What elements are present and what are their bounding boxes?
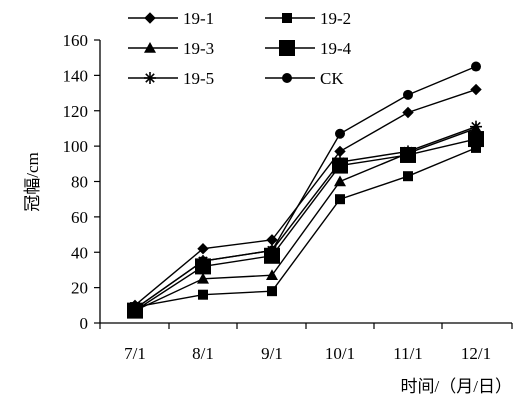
data-point bbox=[471, 61, 481, 72]
y-tick-label: 100 bbox=[63, 137, 89, 156]
y-tick-label: 60 bbox=[71, 208, 88, 227]
legend-marker bbox=[282, 73, 292, 83]
series-19-4 bbox=[127, 131, 484, 319]
x-tick-label: 11/1 bbox=[393, 344, 423, 363]
series-layer bbox=[127, 61, 484, 319]
x-axis-title: 时间/（月/日） bbox=[401, 377, 512, 396]
legend-marker bbox=[279, 40, 295, 56]
data-point bbox=[334, 156, 346, 169]
legend-label: 19-1 bbox=[183, 9, 214, 28]
legend-item: 19-5 bbox=[128, 69, 214, 88]
y-axis-title: 冠幅/cm bbox=[23, 152, 42, 212]
data-point bbox=[197, 272, 209, 284]
series-line bbox=[134, 88, 477, 306]
data-point bbox=[335, 194, 345, 205]
legend-label: 19-2 bbox=[320, 9, 351, 28]
y-tick-label: 0 bbox=[80, 314, 89, 333]
x-ticks: 7/1 8/1 9/1 10/1 11/1 12/1 bbox=[99, 323, 513, 363]
x-tick-label: 12/1 bbox=[461, 344, 491, 363]
x-tick-label: 8/1 bbox=[192, 344, 214, 363]
data-point bbox=[267, 245, 277, 256]
legend-item: CK bbox=[265, 69, 344, 88]
data-point bbox=[266, 269, 278, 281]
legend-marker bbox=[144, 72, 156, 84]
x-tick-label: 10/1 bbox=[325, 344, 355, 363]
legend-marker bbox=[144, 12, 156, 24]
data-point bbox=[470, 120, 482, 133]
legend-label: CK bbox=[320, 69, 344, 88]
legend: 19-1 19-2 19-3 19-4 19-5 CK bbox=[128, 9, 352, 88]
y-tick-label: 20 bbox=[71, 279, 88, 298]
legend-label: 19-4 bbox=[320, 39, 352, 58]
y-tick-label: 120 bbox=[63, 102, 89, 121]
data-point bbox=[335, 128, 345, 139]
x-tick-label: 7/1 bbox=[124, 344, 146, 363]
data-point bbox=[198, 289, 208, 300]
y-ticks: 0 20 40 60 80 100 120 140 160 bbox=[63, 31, 100, 333]
series-19-3 bbox=[129, 122, 482, 316]
y-tick-label: 140 bbox=[63, 66, 89, 85]
legend-label: 19-5 bbox=[183, 69, 214, 88]
series-line bbox=[134, 65, 477, 310]
legend-marker bbox=[144, 42, 156, 53]
legend-item: 19-2 bbox=[265, 9, 351, 28]
data-point bbox=[403, 171, 413, 182]
data-point bbox=[402, 145, 414, 158]
legend-marker bbox=[282, 13, 292, 23]
y-tick-label: 80 bbox=[71, 173, 88, 192]
data-point bbox=[197, 243, 209, 255]
y-tick-label: 160 bbox=[63, 31, 89, 50]
legend-label: 19-3 bbox=[183, 39, 214, 58]
data-point bbox=[334, 175, 346, 187]
data-point bbox=[402, 106, 414, 119]
series-19-2 bbox=[130, 142, 481, 313]
legend-item: 19-4 bbox=[265, 39, 352, 58]
data-point bbox=[267, 286, 277, 297]
legend-item: 19-3 bbox=[128, 39, 214, 58]
data-point bbox=[403, 89, 413, 100]
data-point bbox=[471, 142, 481, 153]
data-point bbox=[470, 83, 482, 96]
y-tick-label: 40 bbox=[71, 243, 88, 262]
series-line bbox=[134, 126, 477, 310]
data-point bbox=[198, 256, 208, 267]
series-line bbox=[134, 127, 477, 312]
series-line bbox=[134, 147, 477, 308]
series-19-1 bbox=[129, 83, 482, 312]
series-line bbox=[134, 138, 477, 312]
legend-item: 19-1 bbox=[128, 9, 214, 28]
x-tick-label: 9/1 bbox=[261, 344, 283, 363]
axes bbox=[99, 40, 512, 324]
data-point bbox=[468, 131, 484, 148]
series-CK bbox=[130, 61, 481, 314]
data-point bbox=[130, 303, 140, 314]
